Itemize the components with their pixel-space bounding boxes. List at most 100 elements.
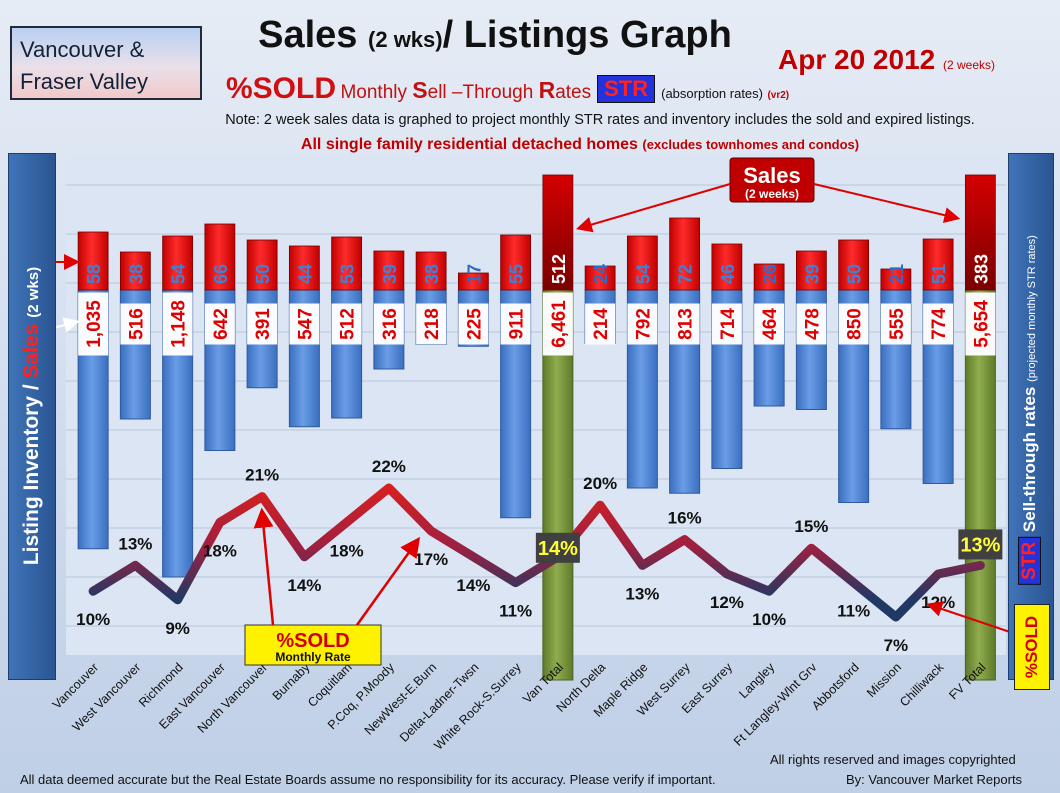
sales-label: 54 xyxy=(169,264,189,284)
inventory-labels: 1,035 516 1,148 642 391 547 512 316 218 225 911 6,4… xyxy=(78,292,996,356)
pct-label: 12% xyxy=(921,593,955,612)
pct-label: 15% xyxy=(794,517,828,536)
absorption-label: (absorption rates) xyxy=(661,86,763,101)
inventory-label: 774 xyxy=(923,303,954,345)
sold-callout-sub: Monthly Rate xyxy=(275,650,351,664)
total-pct-badge xyxy=(958,529,1003,560)
sales-label: 50 xyxy=(253,264,273,284)
svg-text:911: 911 xyxy=(507,308,528,339)
category-label: Burnaby xyxy=(270,660,313,703)
pct-label: 18% xyxy=(330,541,364,560)
sold-callout-arrow xyxy=(253,507,275,626)
svg-text:512: 512 xyxy=(549,254,569,284)
category-label: NewWest-E.Burn xyxy=(362,660,440,738)
sales-callout-arrow xyxy=(813,183,961,223)
sales-bar xyxy=(669,217,701,291)
inventory-label: 555 xyxy=(880,303,911,345)
svg-text:813: 813 xyxy=(676,308,697,340)
sales-bar xyxy=(542,174,574,291)
sales-callout-title: Sales xyxy=(743,163,801,188)
inventory-label: 5,654 xyxy=(965,292,996,356)
category-label: Langley xyxy=(736,660,777,701)
title-main: Sales xyxy=(258,14,358,56)
sales-bar xyxy=(162,235,194,291)
inventory-label: 214 xyxy=(585,303,616,345)
disclaimer-text: All data deemed accurate but the Real Es… xyxy=(20,772,716,787)
inventory-label: 813 xyxy=(669,303,700,345)
svg-text:512: 512 xyxy=(338,308,359,340)
date-value: Apr 20 2012 xyxy=(778,44,936,75)
sales-label: 54 xyxy=(633,264,653,284)
pct-label: 22% xyxy=(372,457,406,476)
sales-label: 51 xyxy=(929,264,949,284)
inventory-label: 714 xyxy=(711,303,742,345)
svg-text:478: 478 xyxy=(802,308,823,340)
inventory-label: 1,035 xyxy=(78,292,109,356)
svg-text:72: 72 xyxy=(676,264,696,284)
pct-label: 21% xyxy=(245,466,279,485)
pct-label: 10% xyxy=(76,610,110,629)
svg-text:774: 774 xyxy=(929,308,950,340)
sales-bar xyxy=(415,251,447,291)
sales-bar xyxy=(964,174,996,291)
svg-text:38: 38 xyxy=(422,264,442,284)
sales-bar xyxy=(77,231,109,291)
svg-text:54: 54 xyxy=(633,264,653,284)
sales-label: 17 xyxy=(464,264,484,284)
pct-label: 12% xyxy=(710,593,744,612)
pct-label: 7% xyxy=(884,636,909,655)
sales-label: 55 xyxy=(507,264,527,284)
sold-callout-title: %SOLD xyxy=(276,630,349,652)
sales-bar xyxy=(711,243,743,291)
sales-bar xyxy=(626,235,658,291)
svg-text:464: 464 xyxy=(760,308,781,340)
inventory-label: 642 xyxy=(204,303,235,345)
total-pct-badge xyxy=(535,532,580,563)
svg-text:50: 50 xyxy=(845,264,865,284)
svg-text:44: 44 xyxy=(295,264,315,284)
pct-label: 11% xyxy=(499,602,532,621)
left-axis-title: Listing Inventory / Sales (2 wks) xyxy=(20,266,43,566)
date-label: Apr 20 2012 (2 weeks) xyxy=(778,44,995,76)
svg-text:516: 516 xyxy=(126,308,147,340)
pct-label: 20% xyxy=(583,474,617,493)
svg-text:5,654: 5,654 xyxy=(971,300,992,348)
left-axis-band xyxy=(8,153,56,680)
title-paren: (2 wks) xyxy=(368,27,443,52)
inventory-label: 911 xyxy=(500,303,531,345)
pct-label: 10% xyxy=(752,610,786,629)
right-axis-title: STR Sell-through rates (projected monthl… xyxy=(1018,235,1041,585)
svg-text:54: 54 xyxy=(169,264,189,284)
sales-bar xyxy=(204,223,236,291)
inventory-label: 6,461 xyxy=(542,292,573,356)
svg-text:66: 66 xyxy=(211,264,231,284)
pct-label: 14% xyxy=(538,538,578,560)
sales-bar xyxy=(331,236,363,291)
region-box: Vancouver & Fraser Valley xyxy=(10,26,202,100)
sales-label: 512 xyxy=(549,254,569,284)
sales-label: 38 xyxy=(422,264,442,284)
svg-text:51: 51 xyxy=(929,264,949,284)
svg-text:21: 21 xyxy=(887,264,907,284)
sold-callout-arrow xyxy=(355,536,421,626)
sold-rate-line xyxy=(88,483,985,622)
svg-text:24: 24 xyxy=(591,264,611,284)
region-line2: Fraser Valley xyxy=(20,69,148,94)
category-label: Ft Langley-Wlnt Grv xyxy=(731,660,820,749)
svg-text:26: 26 xyxy=(760,264,780,284)
sales-bar xyxy=(880,268,912,291)
svg-text:547: 547 xyxy=(295,308,316,340)
sales-label: 24 xyxy=(591,264,611,284)
pct-label: 18% xyxy=(203,541,237,560)
region-line1: Vancouver & xyxy=(20,37,145,62)
sales-label: 58 xyxy=(84,264,104,284)
svg-text:383: 383 xyxy=(971,254,991,284)
inventory-label: 316 xyxy=(373,303,404,345)
svg-text:6,461: 6,461 xyxy=(549,300,570,348)
sales-bar xyxy=(373,250,405,291)
sales-label: 72 xyxy=(676,264,696,284)
sales-bar xyxy=(584,265,616,291)
